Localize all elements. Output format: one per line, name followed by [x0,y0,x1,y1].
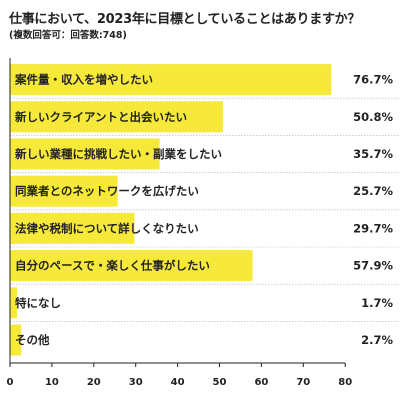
bar [10,101,223,133]
x-tick-label: 20 [87,377,101,388]
bar [10,324,22,356]
bar [10,287,18,319]
value-label: 57.9% [353,259,393,273]
bar [10,250,253,282]
chart-subtitle: (複数回答可：回答数:748) [9,30,127,41]
category-label: 新しい業種に挑戦したい・副業をしたい [15,147,222,161]
x-tick-label: 0 [7,377,14,388]
x-tick-label: 40 [171,377,185,388]
value-label: 2.7% [361,333,393,347]
category-label: 案件量・収入を増やしたい [14,73,153,87]
chart-title: 仕事において、2023年に目標としていることはありますか？ [9,12,361,27]
value-label: 1.7% [361,296,393,310]
category-label: 新しいクライアントと出会いたい [15,110,187,124]
value-label: 29.7% [353,221,393,235]
x-tick-label: 30 [129,377,143,388]
value-label: 50.8% [353,110,393,124]
category-label: その他 [15,333,50,347]
bar [10,138,160,170]
category-label: 同業者とのネットワークを広げたい [15,184,199,198]
value-label: 35.7% [353,147,393,161]
value-label: 76.7% [353,73,393,87]
category-label: 法律や税制について詳しくなりたい [15,221,199,235]
category-label: 自分のペースで・楽しく仕事がしたい [15,259,210,273]
x-tick-label: 70 [296,377,310,388]
category-label: 特になし [15,296,61,310]
x-tick-label: 10 [45,377,59,388]
bar [10,175,118,207]
bar [10,64,332,96]
x-tick-label: 50 [213,377,227,388]
bar [10,212,135,244]
x-tick-label: 80 [338,377,352,388]
value-label: 25.7% [353,184,393,198]
x-tick-label: 60 [254,377,268,388]
